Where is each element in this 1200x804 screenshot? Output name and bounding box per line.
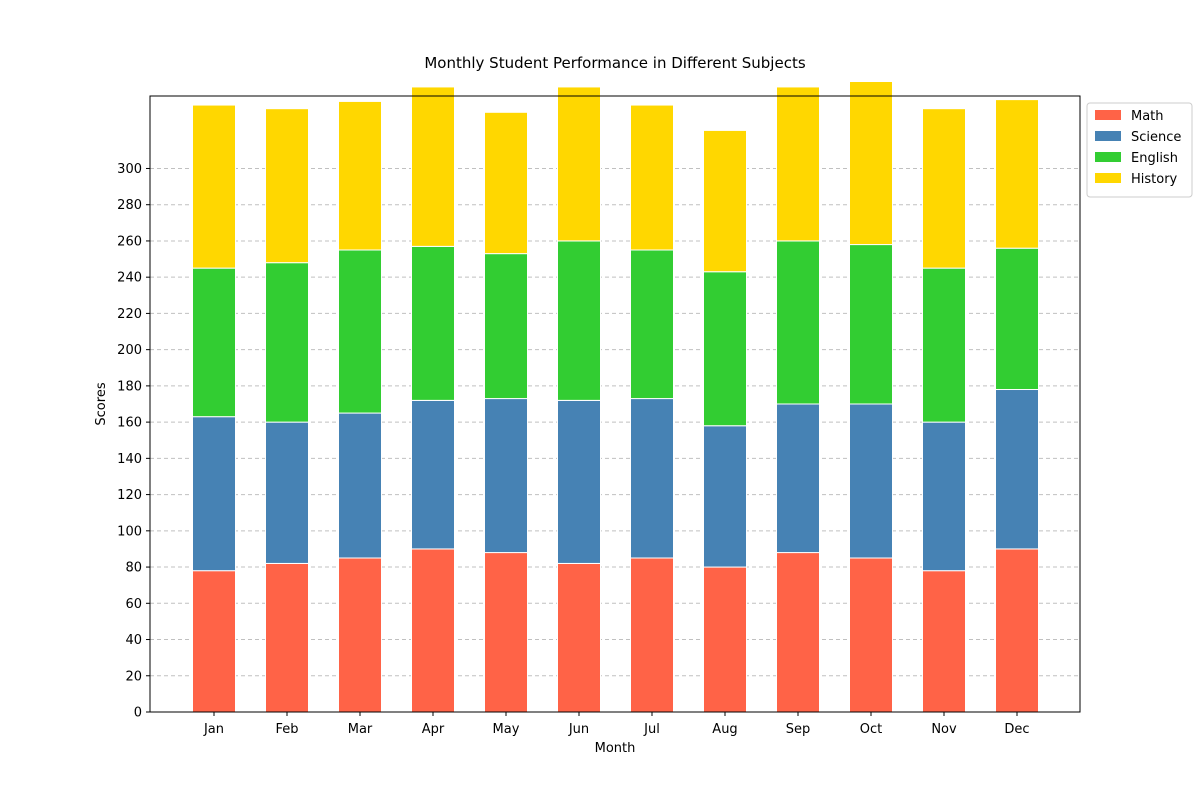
bar-history-jan — [192, 104, 236, 269]
y-tick-label: 240 — [117, 271, 142, 286]
y-tick-label: 60 — [125, 597, 142, 612]
bar-english-jan — [192, 267, 236, 418]
chart-title: Monthly Student Performance in Different… — [424, 54, 805, 72]
x-axis-label: Month — [595, 741, 636, 756]
y-tick-label: 220 — [117, 307, 142, 322]
bar-science-jan — [192, 416, 236, 572]
bar-history-jul — [630, 104, 674, 251]
legend-swatch-math — [1095, 110, 1121, 120]
y-tick-label: 260 — [117, 234, 142, 249]
x-tick-label: Oct — [860, 722, 882, 737]
bar-math-jul — [630, 557, 674, 713]
y-tick-label: 160 — [117, 416, 142, 431]
y-tick-label: 200 — [117, 343, 142, 358]
bar-english-mar — [338, 249, 382, 414]
x-tick-label: Sep — [786, 722, 811, 737]
bar-math-may — [484, 552, 528, 713]
bar-math-dec — [995, 548, 1039, 713]
bar-history-nov — [922, 108, 966, 269]
bar-math-mar — [338, 557, 382, 713]
bar-science-oct — [849, 403, 893, 559]
bar-english-feb — [265, 262, 309, 423]
legend-label-history: History — [1131, 172, 1178, 187]
y-tick-label: 40 — [125, 633, 142, 648]
y-tick-label: 100 — [117, 524, 142, 539]
bar-math-nov — [922, 570, 966, 713]
bar-science-aug — [703, 425, 747, 568]
bar-science-apr — [411, 399, 455, 550]
bar-history-aug — [703, 129, 747, 273]
legend-label-science: Science — [1131, 130, 1181, 145]
x-axis: Jan Feb Mar Apr May Jun Jul Aug Sep Oct Nov Dec — [203, 712, 1030, 737]
bar-science-jul — [630, 398, 674, 559]
bar-history-oct — [849, 81, 893, 246]
legend: Math Science English History — [1086, 102, 1193, 198]
bar-math-jan — [192, 570, 236, 713]
y-tick-label: 0 — [134, 706, 142, 721]
bar-history-may — [484, 111, 528, 255]
bars — [192, 81, 1039, 713]
bar-english-jun — [557, 240, 601, 401]
bar-english-jul — [630, 249, 674, 400]
bar-english-apr — [411, 245, 455, 401]
bar-history-sep — [776, 86, 820, 242]
y-tick-label: 180 — [117, 379, 142, 394]
legend-label-english: English — [1131, 151, 1178, 166]
bar-science-mar — [338, 412, 382, 559]
bar-english-may — [484, 253, 528, 400]
plot-area-frame — [149, 95, 1081, 713]
bar-history-dec — [995, 99, 1039, 249]
bar-english-aug — [703, 271, 747, 427]
x-tick-label: Aug — [712, 722, 737, 737]
legend-label-math: Math — [1131, 109, 1164, 124]
bar-math-aug — [703, 566, 747, 713]
x-tick-label: Jul — [643, 722, 660, 737]
bar-math-apr — [411, 548, 455, 713]
bar-science-may — [484, 398, 528, 554]
y-tick-label: 300 — [117, 162, 142, 177]
legend-swatch-english — [1095, 152, 1121, 162]
bar-math-feb — [265, 562, 309, 713]
bar-science-nov — [922, 421, 966, 572]
y-tick-label: 20 — [125, 669, 142, 684]
x-tick-label: Jun — [568, 722, 589, 737]
x-tick-label: Dec — [1004, 722, 1029, 737]
y-axis: 0 20 40 60 80 100 120 140 160 180 200 220 240 260 280 3… — [117, 162, 150, 721]
bar-history-jun — [557, 86, 601, 242]
bar-english-dec — [995, 247, 1039, 391]
y-tick-label: 120 — [117, 488, 142, 503]
y-tick-label: 80 — [125, 561, 142, 576]
y-tick-label: 280 — [117, 198, 142, 213]
bar-english-nov — [922, 267, 966, 423]
x-tick-label: Mar — [348, 722, 373, 737]
x-tick-label: Apr — [422, 722, 445, 737]
bar-history-feb — [265, 108, 309, 264]
legend-swatch-science — [1095, 131, 1121, 141]
bar-science-dec — [995, 389, 1039, 550]
bar-history-apr — [411, 86, 455, 247]
bar-science-jun — [557, 399, 601, 564]
bar-english-sep — [776, 240, 820, 405]
bar-math-sep — [776, 552, 820, 713]
y-tick-label: 140 — [117, 452, 142, 467]
bar-english-oct — [849, 244, 893, 405]
x-tick-label: Nov — [931, 722, 957, 737]
bar-math-oct — [849, 557, 893, 713]
x-tick-label: Feb — [275, 722, 298, 737]
x-tick-label: May — [493, 722, 520, 737]
legend-swatch-history — [1095, 173, 1121, 183]
y-axis-label: Scores — [94, 382, 109, 425]
bar-science-sep — [776, 403, 820, 554]
bar-history-mar — [338, 100, 382, 251]
bar-math-jun — [557, 562, 601, 713]
x-tick-label: Jan — [203, 722, 224, 737]
bar-science-feb — [265, 421, 309, 564]
